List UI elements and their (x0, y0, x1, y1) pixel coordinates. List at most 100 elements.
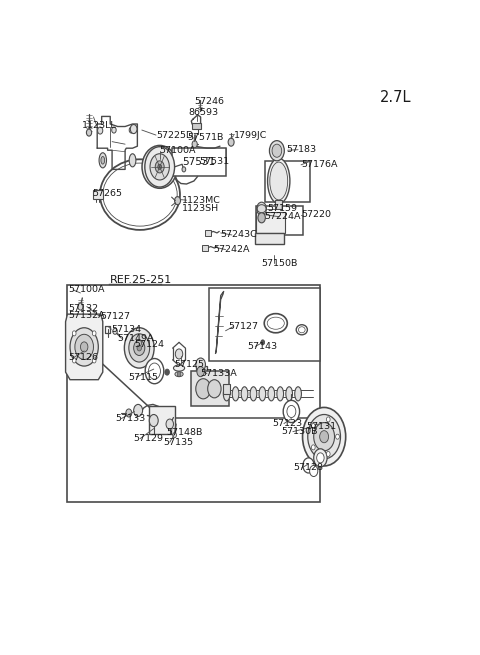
Bar (196, 366, 206, 384)
Circle shape (173, 433, 177, 438)
Text: 1123MC: 1123MC (181, 196, 220, 204)
Ellipse shape (232, 386, 239, 401)
Circle shape (196, 379, 211, 399)
Text: 57159: 57159 (267, 204, 298, 214)
Circle shape (182, 167, 186, 172)
Text: 57246: 57246 (194, 97, 224, 106)
Circle shape (308, 415, 340, 459)
Text: 57128: 57128 (294, 464, 324, 472)
Polygon shape (66, 314, 103, 380)
Ellipse shape (295, 386, 301, 401)
Circle shape (283, 400, 300, 422)
Ellipse shape (175, 371, 183, 377)
Circle shape (126, 409, 132, 417)
Bar (192, 123, 202, 129)
Bar (172, 148, 226, 176)
Circle shape (175, 349, 183, 359)
Text: 57265: 57265 (93, 189, 123, 198)
Circle shape (208, 380, 221, 398)
Circle shape (92, 358, 96, 363)
Circle shape (155, 161, 164, 173)
Circle shape (314, 422, 335, 451)
Ellipse shape (241, 386, 248, 401)
Text: 57133: 57133 (115, 414, 145, 423)
Ellipse shape (299, 327, 305, 333)
Text: 57129: 57129 (133, 434, 164, 443)
Text: 57243C: 57243C (220, 231, 257, 240)
Bar (209, 288, 320, 361)
Circle shape (272, 144, 282, 157)
Circle shape (326, 417, 330, 422)
Text: 57531: 57531 (182, 157, 216, 167)
Text: 1123SH: 1123SH (181, 204, 219, 213)
Circle shape (166, 419, 173, 429)
Ellipse shape (250, 386, 257, 401)
Bar (192, 371, 228, 406)
Circle shape (196, 358, 205, 371)
Bar (256, 212, 286, 233)
Circle shape (148, 363, 160, 379)
Circle shape (326, 451, 330, 457)
Circle shape (261, 340, 264, 345)
Text: 57149A: 57149A (117, 334, 154, 343)
Circle shape (303, 458, 314, 473)
Text: 2.7L: 2.7L (380, 90, 411, 105)
Ellipse shape (100, 159, 180, 230)
Ellipse shape (223, 386, 230, 401)
Ellipse shape (268, 386, 275, 401)
Text: 57130B: 57130B (281, 427, 317, 436)
Text: 57127: 57127 (228, 322, 258, 331)
Bar (256, 206, 303, 235)
Circle shape (257, 202, 266, 215)
Bar (265, 161, 310, 202)
Text: 57135: 57135 (163, 438, 193, 447)
Circle shape (70, 328, 98, 366)
Text: 57124: 57124 (134, 341, 164, 349)
Circle shape (86, 129, 92, 136)
Text: 57220: 57220 (301, 210, 331, 219)
Circle shape (72, 331, 76, 336)
Circle shape (197, 367, 204, 377)
Text: 57100A: 57100A (68, 286, 105, 295)
Text: 57100A: 57100A (160, 146, 196, 155)
Circle shape (113, 328, 117, 334)
Text: 57242A: 57242A (213, 245, 250, 254)
Text: 57132A: 57132A (68, 311, 105, 320)
Circle shape (133, 404, 143, 417)
Circle shape (112, 127, 116, 133)
Ellipse shape (264, 314, 288, 333)
Ellipse shape (270, 162, 288, 200)
Ellipse shape (259, 386, 266, 401)
Circle shape (258, 213, 265, 223)
Text: 57127: 57127 (100, 312, 130, 321)
Ellipse shape (103, 163, 177, 226)
Circle shape (149, 415, 158, 426)
Text: 57225D: 57225D (156, 130, 193, 140)
Circle shape (75, 334, 94, 360)
Bar (149, 406, 175, 434)
Circle shape (228, 138, 234, 146)
Text: 57148B: 57148B (166, 428, 203, 437)
Ellipse shape (101, 157, 105, 164)
Circle shape (310, 466, 318, 477)
Ellipse shape (99, 153, 107, 168)
Text: 1123LL: 1123LL (83, 121, 117, 130)
Circle shape (158, 164, 162, 170)
Text: 57143: 57143 (247, 342, 277, 351)
Circle shape (165, 369, 169, 375)
Text: 57115: 57115 (128, 373, 158, 382)
Circle shape (312, 424, 315, 428)
Ellipse shape (267, 317, 284, 329)
Ellipse shape (173, 365, 185, 371)
Circle shape (320, 430, 329, 443)
Text: 57126: 57126 (68, 353, 98, 362)
Circle shape (129, 334, 150, 362)
Circle shape (130, 124, 137, 134)
Text: 57123: 57123 (273, 419, 303, 428)
Circle shape (133, 341, 145, 356)
Circle shape (81, 342, 88, 352)
Text: 57133A: 57133A (201, 369, 238, 378)
Text: 57150B: 57150B (262, 259, 298, 268)
Bar (275, 200, 282, 209)
Circle shape (137, 345, 142, 351)
